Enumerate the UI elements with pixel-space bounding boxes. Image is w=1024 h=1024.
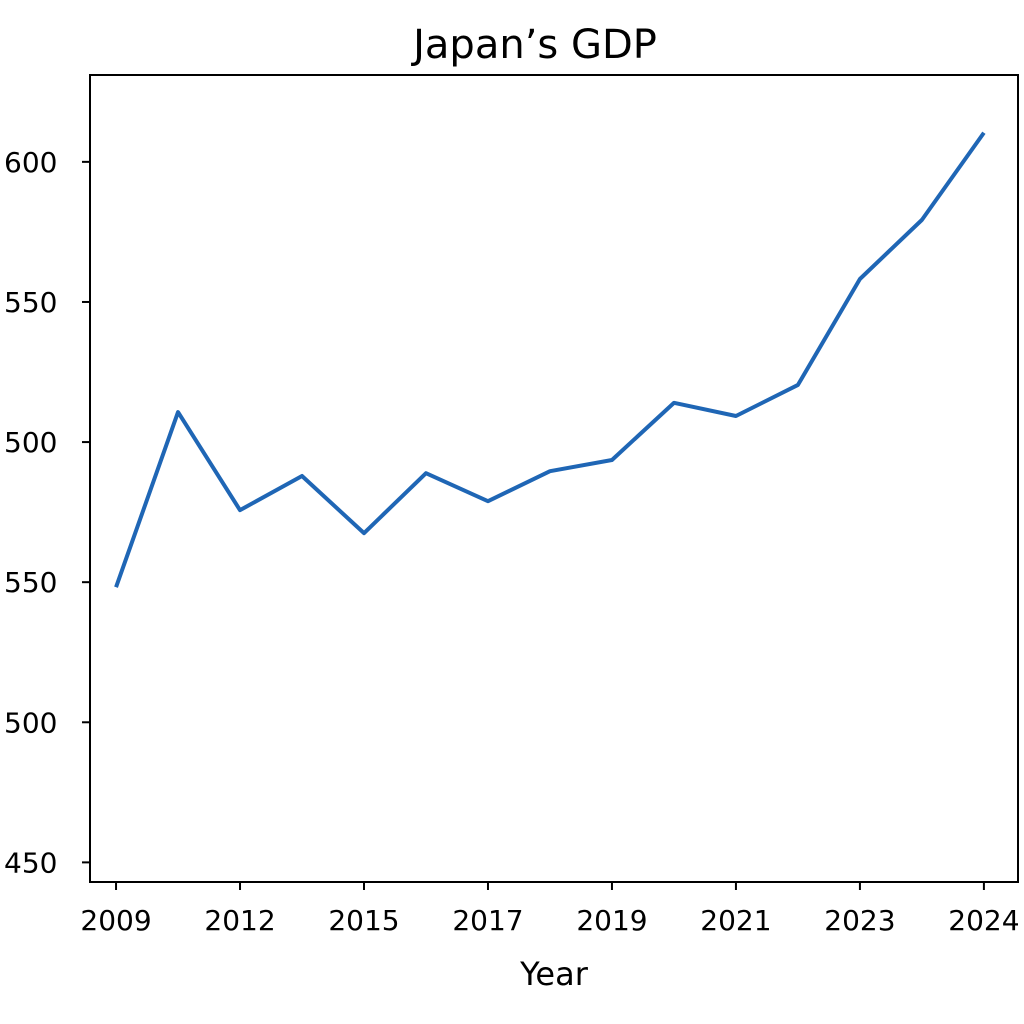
y-tick-label: 550 (4, 286, 57, 319)
line-series (114, 131, 986, 588)
x-tick-label: 2009 (80, 904, 151, 937)
x-tick-label: 2015 (328, 904, 399, 937)
y-tick-label: 500 (4, 426, 57, 459)
x-tick-label: 2023 (824, 904, 895, 937)
x-tick-label: 2024 (948, 904, 1019, 937)
chart-title: Japan’s GDP (410, 22, 657, 68)
y-tick-label: 600 (4, 146, 57, 179)
y-tick-label: 550 (4, 566, 57, 599)
x-tick-label: 2017 (452, 904, 523, 937)
y-tick-label: 450 (4, 846, 57, 879)
x-tick-label: 2021 (700, 904, 771, 937)
x-tick-label: 2012 (204, 904, 275, 937)
plot-frame (89, 74, 1019, 883)
x-tick-label: 2019 (576, 904, 647, 937)
y-tick-label: 500 (4, 706, 57, 739)
x-axis-label: Year (519, 955, 589, 993)
